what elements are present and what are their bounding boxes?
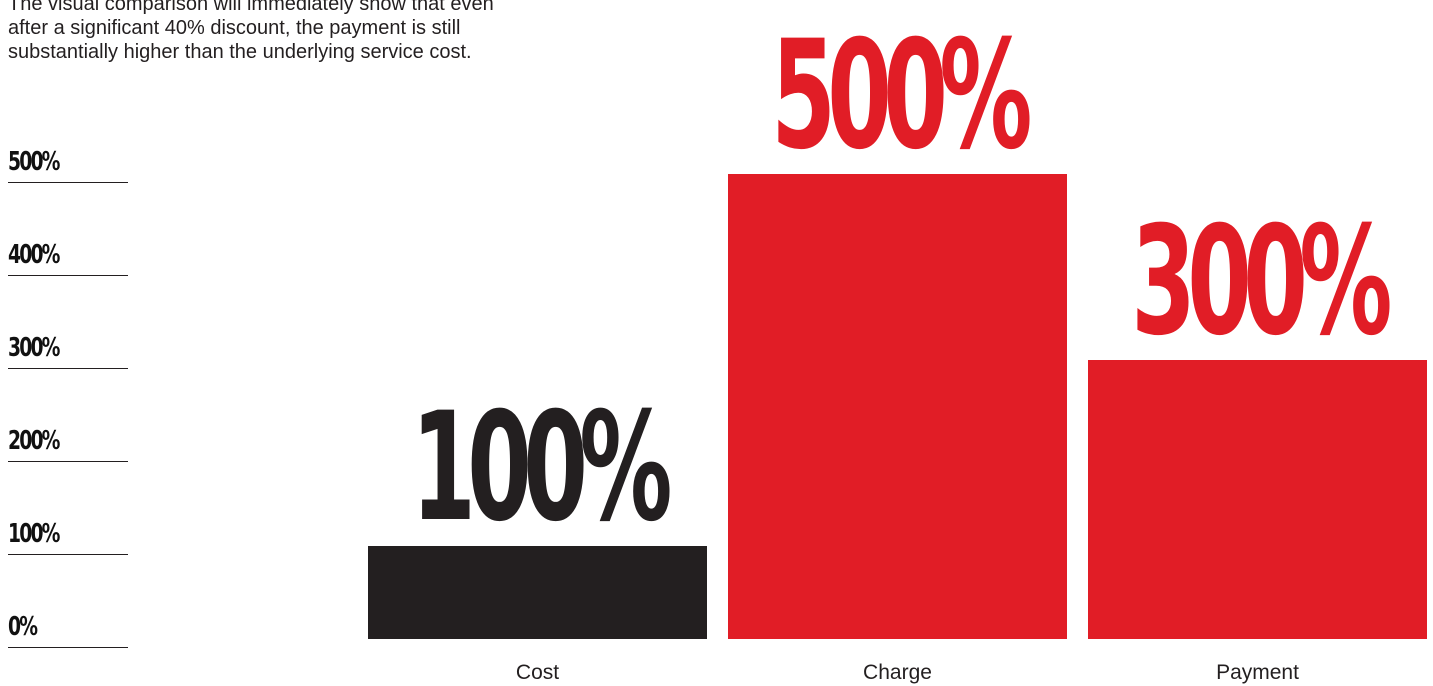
value-label-cost: 100% (411, 381, 672, 555)
bar-payment (1088, 360, 1427, 639)
value-label-charge: 500% (771, 9, 1032, 183)
y-tick-label: 0% (8, 612, 38, 642)
y-tick-200: 200% (8, 427, 128, 462)
value-label-payment: 300% (1131, 195, 1392, 369)
y-tick-0: 0% (8, 613, 128, 648)
y-tick-label: 300% (8, 333, 60, 363)
y-tick-500: 500% (8, 148, 128, 183)
category-label-payment: Payment (1216, 661, 1299, 684)
y-tick-label: 500% (8, 147, 60, 177)
y-tick-label: 400% (8, 240, 60, 270)
y-tick-300: 300% (8, 334, 128, 369)
y-tick-label: 100% (8, 519, 60, 549)
category-label-charge: Charge (863, 661, 932, 684)
y-tick-label: 200% (8, 426, 60, 456)
y-tick-400: 400% (8, 241, 128, 276)
bar-cost (368, 546, 707, 639)
y-tick-100: 100% (8, 520, 128, 555)
y-axis: 500% 400% 300% 200% 100% 0% (0, 0, 140, 684)
bar-charge (728, 174, 1067, 639)
chart-description: The visual comparison will immediately s… (8, 0, 494, 63)
category-label-cost: Cost (515, 661, 560, 684)
